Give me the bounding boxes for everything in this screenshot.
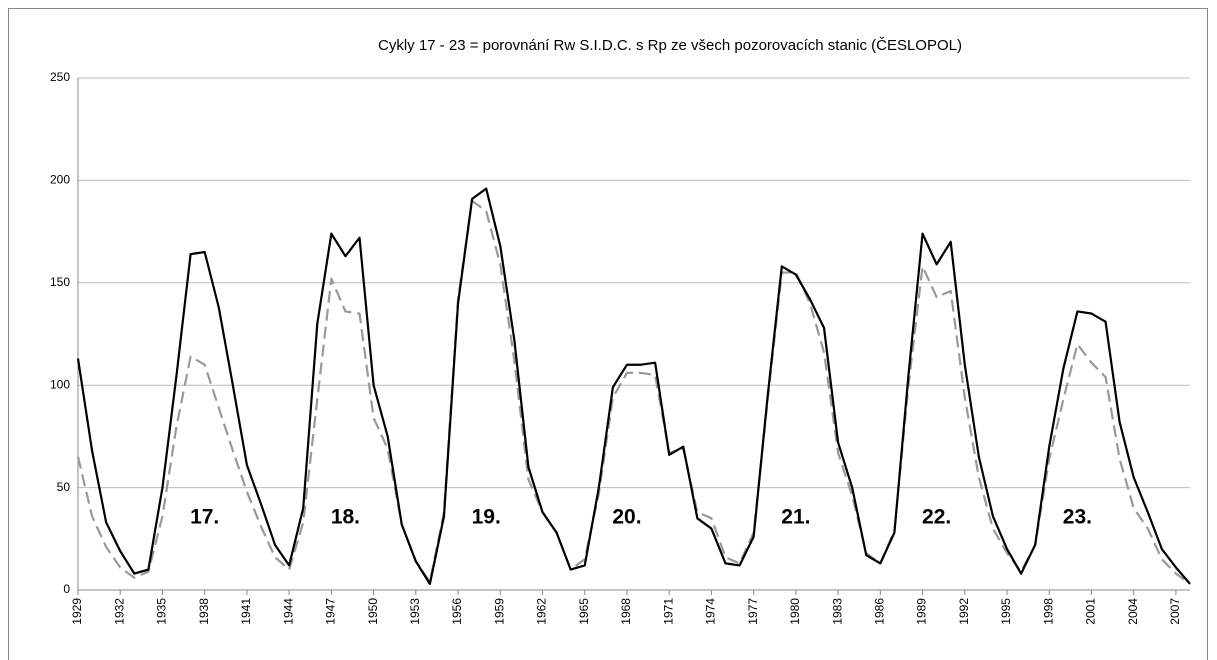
x-tick-label: 2001 [1084, 598, 1098, 625]
x-tick-label: 2007 [1168, 598, 1182, 625]
y-tick-label: 100 [50, 377, 70, 391]
x-tick-label: 1959 [492, 598, 506, 625]
x-tick-label: 1929 [70, 598, 84, 625]
x-tick-label: 1980 [788, 598, 802, 625]
x-tick-label: 1965 [577, 598, 591, 625]
x-tick-label: 1974 [704, 598, 718, 625]
x-tick-label: 1986 [873, 598, 887, 625]
series-line [76, 199, 1191, 585]
x-tick-label: 2004 [1126, 598, 1140, 625]
x-tick-label: 1932 [112, 598, 126, 625]
x-tick-label: 1956 [450, 598, 464, 625]
x-tick-label: 1998 [1041, 598, 1055, 625]
annotation: 18. [331, 506, 360, 529]
x-tick-label: 1983 [830, 598, 844, 625]
annotation: 19. [472, 506, 501, 529]
x-tick-label: 1971 [661, 598, 675, 625]
x-tick-label: 1941 [239, 598, 253, 625]
x-tick-label: 1953 [408, 598, 422, 625]
x-tick-label: 1968 [619, 598, 633, 625]
y-tick-label: 200 [50, 173, 70, 187]
annotation: 23. [1063, 506, 1092, 529]
x-tick-label: 1977 [746, 598, 760, 625]
x-tick-label: 1995 [999, 598, 1013, 625]
annotation: 21. [781, 506, 810, 529]
annotation: 17. [190, 506, 219, 529]
x-tick-label: 1938 [197, 598, 211, 625]
series-line [76, 187, 1191, 585]
x-tick-label: 1962 [535, 598, 549, 625]
y-tick-label: 0 [63, 582, 70, 596]
annotation: 22. [922, 506, 951, 529]
x-tick-label: 1947 [324, 598, 338, 625]
annotation: 20. [612, 506, 641, 529]
x-tick-label: 1944 [281, 598, 295, 625]
x-tick-label: 1935 [155, 598, 169, 625]
x-tick-label: 1950 [366, 598, 380, 625]
y-tick-label: 250 [50, 70, 70, 84]
x-tick-label: 1989 [915, 598, 929, 625]
chart-title: Cykly 17 - 23 = porovnání Rw S.I.D.C. s … [378, 37, 962, 54]
x-tick-label: 1992 [957, 598, 971, 625]
y-tick-label: 50 [57, 480, 71, 494]
y-tick-label: 150 [50, 275, 70, 289]
